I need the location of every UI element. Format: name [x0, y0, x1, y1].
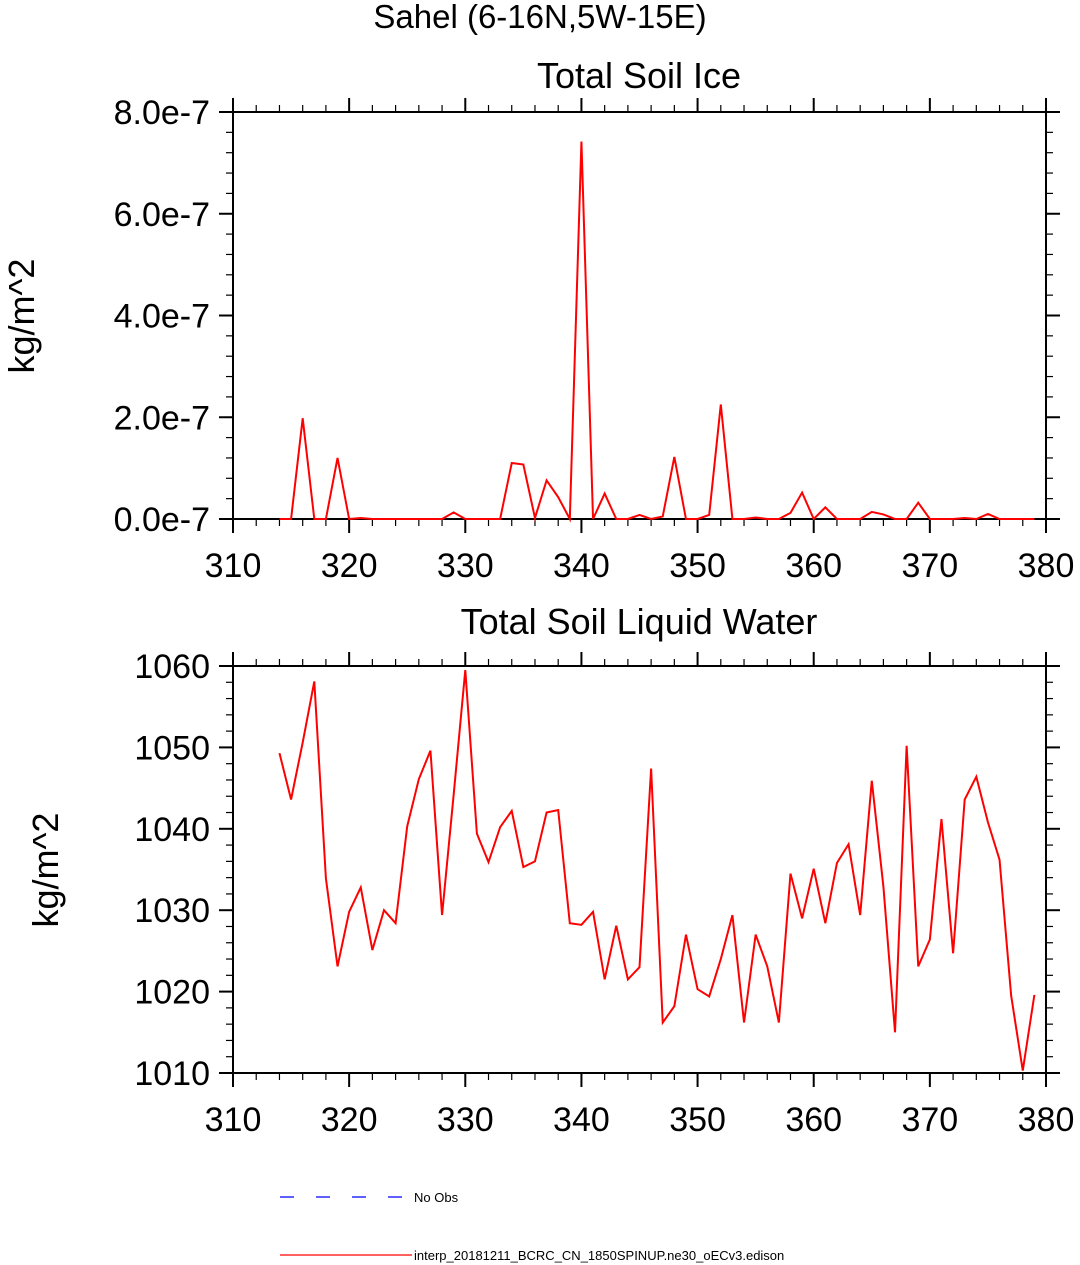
- y-tick-label: 1050: [134, 729, 210, 767]
- x-ticks-soil-ice: 310 320 330 340 350 360 370 380: [205, 98, 1075, 585]
- y-tick-label: 1010: [134, 1055, 210, 1093]
- plot-frame-soil-liquid-water: [232, 665, 1047, 1074]
- y-tick-label: 1060: [134, 648, 210, 686]
- panel-title-soil-liquid-water: Total Soil Liquid Water: [461, 601, 818, 642]
- y-tick-label: 4.0e-7: [114, 298, 210, 336]
- plot-frame-soil-ice: [232, 111, 1047, 520]
- panel-total-soil-liquid-water: Total Soil Liquid Water kg/m^2 310 320 330…: [25, 601, 1074, 1139]
- y-tick-label: 1040: [134, 811, 210, 849]
- x-tick-label: 340: [553, 547, 610, 585]
- x-tick-label: 380: [1018, 547, 1075, 585]
- y-axis-label-soil-liquid-water: kg/m^2: [25, 813, 66, 928]
- y-tick-label: 2.0e-7: [114, 399, 210, 437]
- x-tick-label: 320: [321, 547, 378, 585]
- x-tick-label: 370: [901, 1101, 958, 1139]
- x-tick-label: 350: [669, 1101, 726, 1139]
- panel-title-soil-ice: Total Soil Ice: [537, 55, 741, 96]
- y-ticks-soil-ice: 0.0e-7 2.0e-7 4.0e-7 6.0e-7 8.0e-7: [114, 94, 1060, 539]
- y-tick-label: 0.0e-7: [114, 501, 210, 539]
- series-line: [279, 141, 1035, 523]
- legend: No Obs interp_20181211_BCRC_CN_1850SPINU…: [280, 1190, 784, 1263]
- panel-total-soil-ice: Total Soil Ice kg/m^2 310 320 330 340 350 360…: [1, 55, 1074, 585]
- x-tick-label: 360: [785, 1101, 842, 1139]
- x-tick-label: 330: [437, 547, 494, 585]
- x-tick-label: 310: [205, 1101, 262, 1139]
- series-line: [278, 669, 1036, 1071]
- minor-ticks-soil-ice: [226, 105, 1053, 526]
- x-tick-label: 330: [437, 1101, 494, 1139]
- y-tick-label: 8.0e-7: [114, 94, 210, 132]
- x-tick-label: 310: [205, 547, 262, 585]
- y-tick-label: 1030: [134, 892, 210, 930]
- y-tick-label: 6.0e-7: [114, 196, 210, 234]
- figure-title: Sahel (6-16N,5W-15E): [373, 0, 706, 35]
- series-soil-liquid-water: [278, 669, 1036, 1071]
- series-soil-ice: [279, 141, 1035, 523]
- x-tick-label: 360: [785, 547, 842, 585]
- x-tick-label: 350: [669, 547, 726, 585]
- y-axis-label-soil-ice: kg/m^2: [1, 259, 42, 374]
- y-tick-label: 1020: [134, 974, 210, 1012]
- x-tick-label: 370: [901, 547, 958, 585]
- x-ticks-soil-liquid-water: 310 320 330 340 350 360 370 380: [205, 652, 1075, 1139]
- legend-label-no-obs: No Obs: [414, 1190, 459, 1205]
- x-tick-label: 380: [1018, 1101, 1075, 1139]
- x-tick-label: 340: [553, 1101, 610, 1139]
- y-ticks-soil-liquid-water: 1010 1020 1030 1040 1050 1060: [134, 648, 1060, 1093]
- minor-ticks-soil-liquid-water: [226, 659, 1053, 1080]
- legend-label-model-run: interp_20181211_BCRC_CN_1850SPINUP.ne30_…: [414, 1248, 784, 1263]
- x-tick-label: 320: [321, 1101, 378, 1139]
